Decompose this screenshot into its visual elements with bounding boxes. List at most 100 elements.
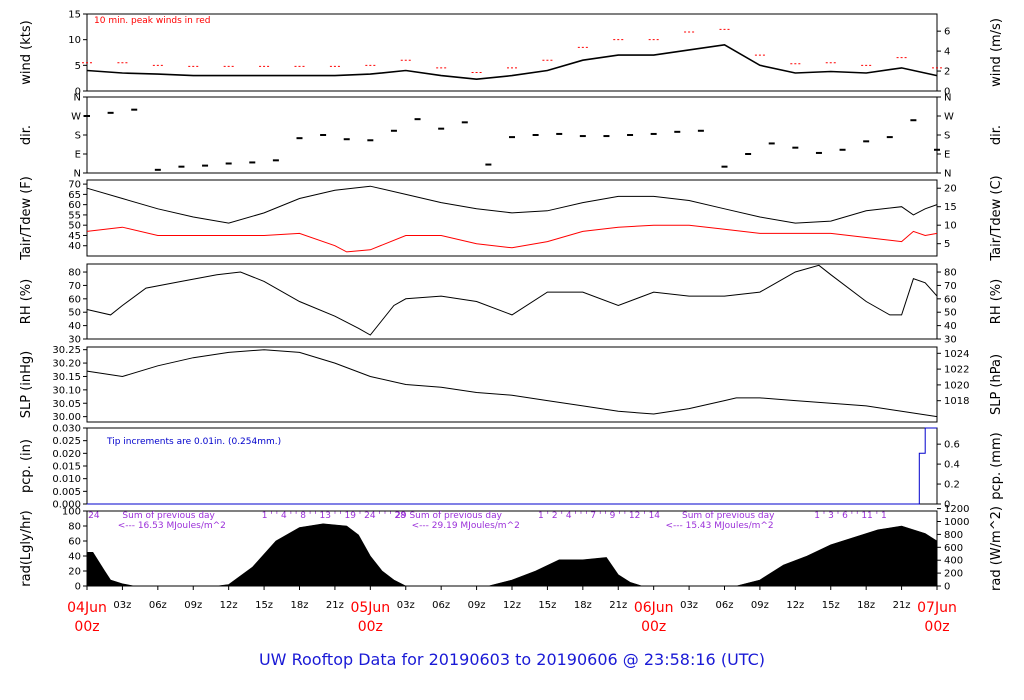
rad-annotation: 24 <box>88 511 100 521</box>
date-label-time: 00z <box>924 619 949 635</box>
wind-right-tick-label: 0 <box>944 87 950 98</box>
footer-title: UW Rooftop Data for 20190603 to 20190606… <box>258 650 766 669</box>
rad-left-axis-label: rad(Lgly/hr) <box>19 510 34 586</box>
rad-annotation: Sum of previous day <box>682 511 775 521</box>
temp-left-tick-label: 60 <box>68 200 81 211</box>
temp-right-tick-label: 15 <box>944 202 957 213</box>
pcp-left-tick-label: 0.025 <box>52 436 81 447</box>
temp-left-tick-label: 65 <box>68 190 81 201</box>
wind-right-axis-label: wind (m/s) <box>989 18 1004 87</box>
x-tick-label: 15z <box>538 600 556 611</box>
rad-left-tick-label: 100 <box>62 507 81 518</box>
pcp-left-tick-label: 0.000 <box>52 500 81 511</box>
rh-right-tick-label: 70 <box>944 281 957 292</box>
rad-right-tick-label: 400 <box>944 556 963 567</box>
x-tick-label: 12z <box>220 600 238 611</box>
rh-frame <box>86 263 938 340</box>
dir-left-tick-label: S <box>75 131 81 142</box>
pcp-right-axis-label: pcp. (mm) <box>989 432 1004 499</box>
temp-left-axis-label: Tair/Tdew (F) <box>19 176 34 261</box>
pcp-right-tick-label: 0.2 <box>944 480 960 491</box>
rh-right-tick-label: 30 <box>944 335 957 346</box>
date-label-time: 00z <box>641 619 666 635</box>
date-label-time: 00z <box>358 619 383 635</box>
rad-annotation: <--- 15.43 MJoules/m^2 <box>665 521 773 531</box>
temp-left-tick-label: 45 <box>68 231 81 242</box>
rad-left-tick-label: 60 <box>68 537 81 548</box>
x-tick-label: 03z <box>680 600 698 611</box>
slp-series-line <box>86 349 938 418</box>
rh-series-line <box>86 264 938 336</box>
wind-left-tick-label: 5 <box>75 61 81 72</box>
rh-left-axis-label: RH (%) <box>19 279 34 324</box>
dir-left-axis-label: dir. <box>19 125 34 145</box>
x-tick-label: 12z <box>503 600 521 611</box>
temp-right-tick-label: 5 <box>944 239 950 250</box>
rad-left-tick-label: 20 <box>68 567 81 578</box>
date-label-day: 04Jun <box>67 600 107 616</box>
slp-left-tick-label: 30.00 <box>52 412 81 423</box>
temp-right-axis-label: Tair/Tdew (C) <box>989 175 1004 261</box>
rad-right-tick-label: 200 <box>944 569 963 580</box>
dir-right-tick-label: N <box>944 93 951 104</box>
slp-left-tick-label: 30.15 <box>52 372 81 383</box>
slp-left-tick-label: 30.10 <box>52 385 81 396</box>
temp-left-tick-label: 50 <box>68 221 81 232</box>
pcp-right-tick-label: 0.6 <box>944 440 960 451</box>
x-tick-label: 18z <box>291 600 309 611</box>
dir-frame <box>86 96 938 174</box>
rad-annotation: 1 ' 3 ' 6 ' ' 11 ' 1 <box>814 511 886 521</box>
rh-right-tick-label: 40 <box>944 321 957 332</box>
temp-series-line <box>86 224 938 253</box>
dir-left-tick-label: E <box>75 150 81 161</box>
pcp-left-tick-label: 0.005 <box>52 487 81 498</box>
temp-left-tick-label: 55 <box>68 210 81 221</box>
rad-right-tick-label: 600 <box>944 543 963 554</box>
x-tick-label: 21z <box>326 600 344 611</box>
x-tick-label: 21z <box>893 600 911 611</box>
rh-left-tick-label: 70 <box>68 281 81 292</box>
x-tick-label: 06z <box>149 600 167 611</box>
wind-left-tick-label: 15 <box>68 10 81 21</box>
pcp-right-tick-label: 0.4 <box>944 460 960 471</box>
rh-left-tick-label: 50 <box>68 308 81 319</box>
temp-left-tick-label: 70 <box>68 180 81 191</box>
rad-right-tick-label: 1000 <box>944 517 969 528</box>
slp-left-axis-label: SLP (inHg) <box>19 351 34 419</box>
pcp-right-tick-label: 0 <box>944 500 950 511</box>
wind-note: 10 min. peak winds in red <box>94 16 211 26</box>
x-tick-label: 18z <box>857 600 875 611</box>
slp-right-tick-label: 1024 <box>944 349 969 360</box>
rad-series-area <box>86 523 938 587</box>
slp-right-tick-label: 1022 <box>944 365 969 376</box>
x-tick-label: 15z <box>255 600 273 611</box>
rad-right-tick-label: 0 <box>944 582 950 593</box>
rad-annotation: <--- 29.19 MJoules/m^2 <box>412 521 520 531</box>
wind-left-tick-label: 10 <box>68 35 81 46</box>
slp-right-tick-label: 1020 <box>944 380 969 391</box>
pcp-left-tick-label: 0.010 <box>52 474 81 485</box>
x-tick-label: 15z <box>822 600 840 611</box>
dir-left-tick-label: N <box>74 93 81 104</box>
pcp-left-tick-label: 0.015 <box>52 462 81 473</box>
x-tick-label: 06z <box>432 600 450 611</box>
rad-right-tick-label: 800 <box>944 530 963 541</box>
dir-right-tick-label: N <box>944 169 951 180</box>
dir-left-tick-label: N <box>74 169 81 180</box>
slp-left-tick-label: 30.25 <box>52 345 81 356</box>
rh-left-tick-label: 30 <box>68 335 81 346</box>
slp-right-axis-label: SLP (hPa) <box>989 354 1004 415</box>
slp-right-tick-label: 1018 <box>944 396 969 407</box>
rad-right-tick-label: 1200 <box>944 504 969 515</box>
rh-right-tick-label: 50 <box>944 308 957 319</box>
pcp-left-axis-label: pcp. (in) <box>19 439 34 493</box>
x-tick-label: 09z <box>468 600 486 611</box>
x-tick-label: 09z <box>184 600 202 611</box>
rad-annotation: 1 ' ' 4 ' ' 8 ' ' 13 ' ' 19 ' 24 ' ' ' 2… <box>262 511 406 521</box>
rh-right-tick-label: 60 <box>944 294 957 305</box>
slp-left-tick-label: 30.20 <box>52 359 81 370</box>
pcp-left-tick-label: 0.030 <box>52 424 81 435</box>
rad-right-axis-label: rad (W/m^2) <box>989 506 1004 591</box>
rad-left-tick-label: 0 <box>75 582 81 593</box>
